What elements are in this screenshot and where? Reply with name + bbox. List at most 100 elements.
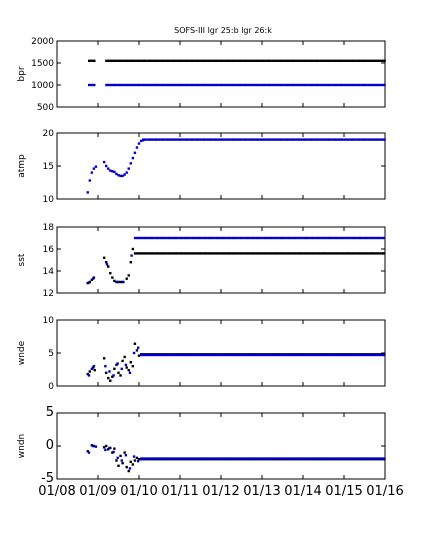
data-point bbox=[169, 83, 172, 87]
data-point bbox=[286, 59, 289, 62]
data-point bbox=[319, 138, 322, 141]
data-point bbox=[289, 457, 292, 460]
data-point bbox=[131, 247, 135, 251]
data-point bbox=[235, 457, 238, 460]
data-point bbox=[188, 59, 191, 62]
data-point bbox=[117, 464, 120, 467]
data-point bbox=[237, 252, 240, 255]
data-point bbox=[367, 83, 370, 87]
data-point bbox=[231, 236, 234, 240]
data-point bbox=[282, 83, 285, 87]
data-point bbox=[251, 236, 254, 240]
data-point bbox=[304, 83, 307, 87]
data-point bbox=[278, 59, 281, 62]
data-point bbox=[306, 59, 309, 62]
data-point bbox=[94, 445, 98, 448]
data-point bbox=[256, 83, 259, 87]
data-point bbox=[213, 236, 216, 240]
data-point bbox=[353, 236, 356, 240]
data-point bbox=[132, 351, 136, 355]
data-point bbox=[226, 252, 229, 255]
data-point bbox=[346, 236, 349, 240]
data-point bbox=[211, 252, 214, 255]
data-point bbox=[180, 236, 183, 240]
data-point bbox=[307, 236, 310, 240]
data-point bbox=[188, 83, 191, 87]
data-point bbox=[184, 59, 187, 62]
data-point bbox=[107, 265, 110, 268]
data-point bbox=[322, 83, 325, 87]
data-point bbox=[223, 83, 226, 87]
data-point bbox=[125, 59, 128, 62]
data-point bbox=[180, 83, 183, 87]
data-point bbox=[273, 138, 276, 141]
data-point bbox=[252, 59, 255, 62]
data-point bbox=[208, 353, 211, 357]
data-point bbox=[87, 374, 91, 377]
data-point bbox=[190, 83, 193, 87]
data-point bbox=[382, 236, 385, 240]
data-point bbox=[181, 252, 184, 255]
data-point bbox=[340, 252, 343, 255]
data-point bbox=[344, 353, 347, 357]
data-point bbox=[241, 83, 244, 87]
data-point bbox=[177, 138, 180, 141]
data-point bbox=[300, 353, 303, 357]
data-point bbox=[121, 359, 124, 363]
data-point bbox=[271, 138, 274, 141]
data-point bbox=[319, 83, 322, 87]
data-point bbox=[121, 59, 124, 62]
data-point bbox=[354, 457, 357, 460]
data-point bbox=[258, 59, 261, 62]
data-point bbox=[268, 252, 271, 255]
data-point bbox=[381, 59, 384, 62]
data-point bbox=[258, 138, 261, 141]
data-point bbox=[162, 83, 165, 87]
data-point bbox=[287, 457, 290, 460]
data-point bbox=[302, 59, 305, 62]
data-point bbox=[121, 83, 124, 87]
data-point bbox=[383, 83, 386, 87]
data-point bbox=[154, 353, 157, 357]
data-point bbox=[169, 353, 172, 357]
data-point bbox=[244, 252, 247, 255]
data-point bbox=[280, 59, 283, 62]
data-point bbox=[232, 59, 235, 62]
data-point bbox=[116, 59, 119, 62]
data-point bbox=[131, 156, 135, 160]
data-point bbox=[197, 59, 200, 62]
data-point bbox=[163, 236, 166, 240]
data-point bbox=[92, 365, 96, 368]
data-point bbox=[202, 138, 205, 141]
data-point bbox=[161, 252, 164, 255]
data-point bbox=[161, 236, 164, 240]
data-point bbox=[265, 353, 268, 357]
data-point bbox=[283, 252, 286, 255]
data-point bbox=[254, 59, 257, 62]
data-point bbox=[268, 236, 271, 240]
data-point bbox=[151, 457, 154, 460]
data-point bbox=[88, 179, 91, 182]
data-point bbox=[200, 353, 203, 357]
data-point bbox=[207, 252, 210, 255]
data-point bbox=[151, 138, 154, 141]
data-point bbox=[231, 252, 234, 255]
data-point bbox=[140, 83, 143, 87]
data-point bbox=[314, 252, 317, 255]
data-point bbox=[86, 191, 89, 194]
data-point bbox=[267, 457, 270, 460]
data-point bbox=[204, 236, 207, 240]
data-point bbox=[350, 83, 353, 87]
y-axis-label: atmp bbox=[17, 154, 27, 178]
data-point bbox=[294, 236, 297, 240]
data-point bbox=[382, 252, 385, 255]
data-point bbox=[136, 83, 139, 87]
data-point bbox=[306, 353, 309, 357]
series bbox=[87, 444, 386, 470]
data-point bbox=[324, 83, 327, 87]
data-point bbox=[258, 83, 261, 87]
data-point bbox=[178, 252, 181, 255]
data-point bbox=[118, 83, 121, 87]
data-point bbox=[129, 162, 132, 165]
data-point bbox=[171, 83, 174, 87]
